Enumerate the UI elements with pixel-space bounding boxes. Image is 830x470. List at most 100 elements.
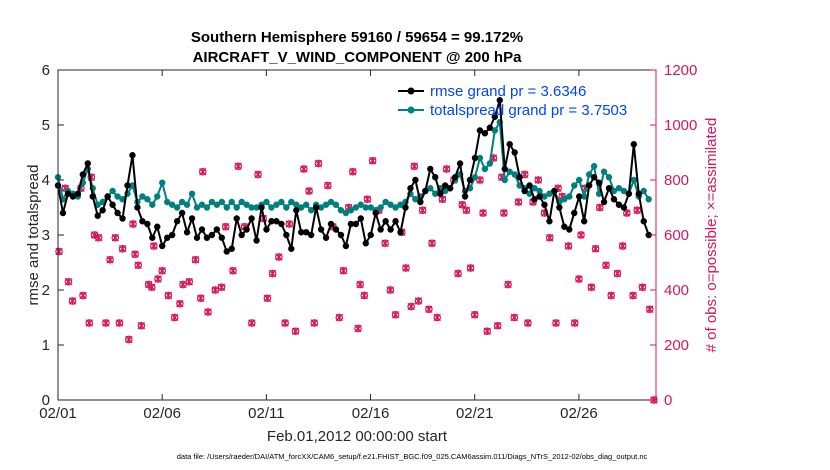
obs-assimilated-point [134, 261, 142, 269]
rmse-point [233, 215, 240, 222]
rmse-point [397, 229, 404, 236]
rmse-point [392, 218, 399, 225]
spread-point [238, 198, 245, 206]
rmse-point [168, 231, 176, 239]
rmse-point [173, 218, 181, 225]
spread-point [293, 201, 300, 208]
spread-point [561, 196, 568, 203]
spread-point [605, 174, 613, 181]
rmse-point [382, 218, 389, 225]
y-axis-left-label: rmse and totalspread [25, 165, 42, 306]
obs-assimilated-point [571, 319, 579, 327]
spread-point [382, 198, 389, 206]
spread-point [332, 201, 340, 208]
rmse-point [456, 160, 464, 167]
rmse-point [580, 218, 588, 225]
spread-point [178, 198, 186, 206]
spread-point [576, 176, 583, 184]
rmse-point [566, 226, 573, 233]
spread-point [590, 163, 598, 170]
spread-point [278, 198, 285, 206]
rmse-point [451, 174, 459, 181]
obs-assimilated-point [356, 280, 364, 289]
rmse-point [521, 187, 528, 195]
obs-assimilated-point [90, 231, 99, 239]
y-left-tick-label: 4 [42, 172, 50, 189]
obs-assimilated-point [471, 311, 479, 319]
rmse-point [610, 196, 618, 203]
spread-point [327, 198, 335, 206]
spread-point [432, 190, 439, 197]
obs-assimilated-point [111, 234, 119, 242]
obs-assimilated-point [191, 256, 200, 264]
obs-assimilated-point [613, 269, 622, 278]
spread-point [144, 196, 151, 203]
obs-assimilated-point [354, 324, 362, 333]
rmse-point [417, 198, 424, 206]
rmse-point [327, 220, 335, 228]
spread-point [223, 204, 230, 211]
rmse-point [377, 226, 384, 233]
y-left-tick-label: 2 [42, 282, 50, 299]
obs-assimilated-point [102, 319, 110, 327]
spread-point [541, 193, 548, 200]
rmse-point [402, 204, 409, 211]
obs-assimilated-point [275, 253, 283, 261]
obs-assimilated-point [500, 209, 508, 217]
rmse-point [317, 226, 325, 233]
spread-point [342, 209, 350, 217]
obs-assimilated-point [64, 278, 73, 286]
obs-assimilated-point [646, 305, 654, 313]
obs-assimilated-point [454, 269, 462, 278]
spread-point [352, 204, 360, 211]
spread-point [243, 201, 250, 208]
rmse-point [253, 237, 260, 244]
legend-spread-marker [407, 106, 415, 114]
legend-rmse-label: rmse grand pr = 3.6346 [430, 83, 586, 100]
obs-assimilated-point [410, 162, 418, 170]
obs-assimilated-point [407, 302, 415, 311]
spread-point [640, 187, 647, 195]
spread-point [471, 174, 479, 181]
spread-point [228, 198, 235, 206]
y-right-tick-label: 1200 [664, 62, 697, 79]
legend: rmse grand pr = 3.6346 totalspread grand… [398, 83, 627, 119]
rmse-point [159, 242, 166, 250]
obs-assimilated-point [211, 286, 220, 294]
y-left-tick-label: 5 [42, 117, 50, 134]
obs-assimilated-point [618, 242, 627, 250]
rmse-point [372, 209, 379, 217]
spread-point [268, 204, 275, 211]
rmse-point [536, 193, 543, 200]
obs-assimilated-point [118, 245, 127, 253]
obs-assimilated-point [386, 286, 395, 294]
rmse-point [223, 248, 230, 255]
spread-point [501, 176, 508, 184]
rmse-point [99, 207, 106, 214]
spread-point [183, 201, 191, 208]
rmse-point [561, 223, 568, 230]
rmse-point [198, 226, 206, 233]
rmse-point [109, 201, 116, 208]
rmse-point [293, 207, 300, 214]
rmse-point [74, 190, 82, 197]
obs-assimilated-point [418, 206, 427, 214]
plot-area [58, 70, 656, 400]
spread-point [168, 201, 176, 208]
y-right-tick-label: 400 [664, 282, 689, 299]
rmse-point [486, 124, 494, 131]
rmse-point [516, 174, 523, 181]
rmse-point [203, 234, 211, 241]
obs-assimilated-point [349, 168, 357, 176]
obs-assimilated-point [534, 176, 542, 184]
obs-assimilated-point [602, 261, 610, 269]
rmse-point [64, 190, 72, 197]
rmse-point [427, 165, 434, 173]
obs-assimilated-point [510, 313, 519, 322]
obs-assimilated-point [106, 256, 114, 264]
spread-point [357, 201, 364, 208]
spread-point [307, 207, 315, 214]
spread-point [481, 165, 489, 173]
spread-point [615, 185, 623, 192]
obs-assimilated-point [300, 165, 308, 173]
